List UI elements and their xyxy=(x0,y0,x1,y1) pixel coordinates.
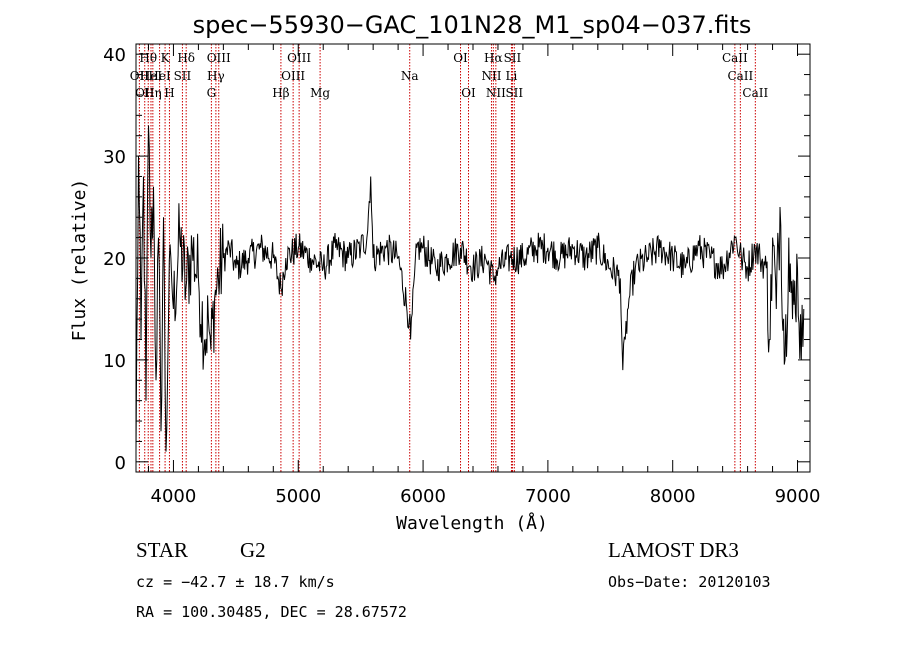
spectral-line-label: Na xyxy=(401,69,419,83)
redshift-readout: cz = −42.7 ± 18.7 km/s xyxy=(136,573,335,591)
spectral-line-label: Hη xyxy=(144,86,162,100)
x-tick-label: 6000 xyxy=(400,486,446,507)
spectral-line-label: OI xyxy=(453,51,468,65)
spectral-line-label: OIII xyxy=(287,51,311,65)
spectral-line-label: CaII xyxy=(742,86,768,100)
x-tick-label: 8000 xyxy=(650,486,696,507)
spectral-line-label: CaII xyxy=(727,69,753,83)
spectral-line-label: Hδ xyxy=(177,51,195,65)
spectral-line-labels: OIIOIIHθHeIHηHeIKHSIIHδGHγOIIIHβOIIIOIII… xyxy=(130,51,769,100)
spectral-line-label: HeI xyxy=(140,69,163,83)
spectral-line-label: OII xyxy=(130,69,150,83)
y-tick-label: 0 xyxy=(115,453,126,474)
spectral-line-label: OIII xyxy=(207,51,231,65)
spectral-line-label: HeI xyxy=(148,69,171,83)
spectral-line-label: SII xyxy=(505,86,523,100)
object-subclass: G2 xyxy=(240,538,266,562)
x-axis-label: Wavelength (Å) xyxy=(396,512,548,534)
spectral-line-label: NII xyxy=(481,69,501,83)
spectral-line-label: OI xyxy=(461,86,476,100)
object-class-value: STAR xyxy=(136,538,188,562)
flux-series-line xyxy=(135,125,805,452)
spectral-line-label: Hα xyxy=(484,51,503,65)
spectral-line-label: Hθ xyxy=(139,51,157,65)
spectral-line-label: OIII xyxy=(281,69,305,83)
spectral-line-label: SII xyxy=(504,51,522,65)
spectral-line-label: SII xyxy=(174,69,192,83)
survey-name: LAMOST DR3 xyxy=(608,538,739,562)
x-tick-label: 4000 xyxy=(151,486,197,507)
spectral-line-label: K xyxy=(161,51,171,65)
object-class: STAR xyxy=(136,538,296,563)
y-tick-label: 20 xyxy=(103,249,126,270)
spectral-line-label: H xyxy=(164,86,174,100)
axis-ticks: 4000 5000 6000 7000 8000 9000 0 10 20 30 40 xyxy=(103,44,820,507)
y-tick-label: 10 xyxy=(103,351,126,372)
spectral-line-label: Li xyxy=(506,69,518,83)
spectral-line-label: G xyxy=(207,86,217,100)
chart-title: spec−55930−GAC_101N28_M1_sp04−037.fits xyxy=(193,11,752,39)
coordinates-readout: RA = 100.30485, DEC = 28.67572 xyxy=(136,603,407,621)
spectral-line-label: NII xyxy=(486,86,506,100)
x-tick-label: 9000 xyxy=(775,486,821,507)
spectral-line-label: Hγ xyxy=(207,69,225,83)
spectral-line-label: Hβ xyxy=(272,86,289,100)
spectral-line-label: OII xyxy=(135,86,155,100)
spectral-line-label: Mg xyxy=(310,86,330,100)
x-tick-label: 5000 xyxy=(275,486,321,507)
y-tick-label: 30 xyxy=(103,147,126,168)
y-tick-label: 40 xyxy=(103,45,126,66)
x-tick-label: 7000 xyxy=(525,486,571,507)
spectral-line-markers xyxy=(138,44,756,472)
spectral-line-label: CaII xyxy=(722,51,748,65)
y-axis-label: Flux (relative) xyxy=(69,179,90,342)
observation-date: Obs−Date: 20120103 xyxy=(608,573,771,591)
